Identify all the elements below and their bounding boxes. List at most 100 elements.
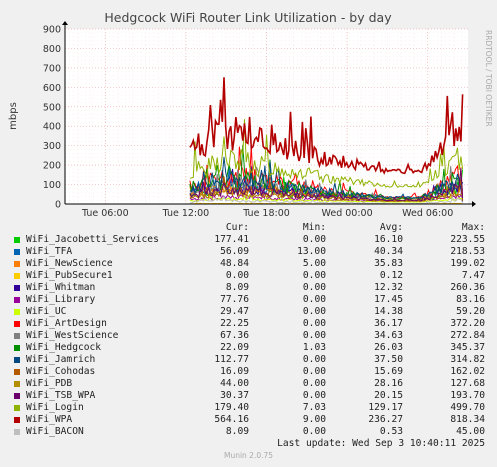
legend-series-name: WiFi_TSB_WPA (26, 390, 96, 401)
munin-version: Munin 2.0.75 (223, 451, 274, 460)
legend-swatch (14, 381, 20, 387)
legend-series-name: WiFi_Whitman (26, 282, 96, 293)
legend-min: 0.00 (302, 426, 326, 437)
legend-avg: 15.69 (374, 366, 403, 377)
legend-row: WiFi_WPA 564.16 9.00 236.27 818.34 (0, 414, 497, 426)
y-tick-label: 100 (43, 180, 61, 191)
legend-row: WiFi_Jacobetti_Services 177.41 0.00 16.10 22… (0, 234, 497, 246)
legend-row: WiFi_NewScience 48.84 5.00 35.83 199.02 (0, 258, 497, 270)
legend-min: 0.00 (302, 330, 326, 341)
legend-min: 0.00 (302, 270, 326, 281)
legend-swatch (14, 249, 20, 255)
legend-series-name: WiFi_WPA (26, 414, 73, 425)
y-axis-label: mbps (8, 102, 19, 130)
y-tick-label: 500 (43, 102, 61, 113)
legend-swatch (14, 333, 20, 339)
x-tick-label: Wed 06:00 (402, 208, 453, 219)
legend-swatch (14, 405, 20, 411)
legend-cur: 179.40 (214, 402, 249, 413)
legend-min: 0.00 (302, 306, 326, 317)
y-tick-label: 800 (43, 44, 61, 55)
legend-series-name: WiFi_Jamrich (26, 354, 96, 365)
legend-max: 272.84 (450, 330, 485, 341)
legend-swatch (14, 237, 20, 243)
legend-min: 0.00 (302, 366, 326, 377)
legend-cur: 22.09 (220, 342, 249, 353)
x-tick-label: Wed 00:00 (322, 208, 373, 219)
series-line-wifi-login (189, 119, 464, 189)
legend-row: WiFi_TFA 56.09 13.00 40.34 218.53 (0, 246, 497, 258)
legend-avg: 14.38 (374, 306, 403, 317)
legend-avg: 20.15 (374, 390, 403, 401)
legend-max: 45.00 (456, 426, 485, 437)
legend-cur: 77.76 (220, 294, 249, 305)
legend-row: WiFi_BACON 8.09 0.00 0.53 45.00 (0, 426, 497, 438)
legend-row: WiFi_ArtDesign 22.25 0.00 36.17 372.20 (0, 318, 497, 330)
legend-avg: 40.34 (374, 246, 403, 257)
legend-avg: 0.12 (379, 270, 403, 281)
legend-cur: 44.00 (220, 378, 249, 389)
legend-series-name: WiFi_BACON (26, 426, 84, 437)
legend-max: 314.82 (450, 354, 485, 365)
legend-max: 83.16 (456, 294, 485, 305)
last-update: Last update: Wed Sep 3 10:40:11 2025 (277, 438, 485, 449)
x-tick-label: Tue 12:00 (162, 208, 210, 219)
legend-max: 59.20 (456, 306, 485, 317)
y-tick-label: 700 (43, 63, 61, 74)
series-line-wifi-uc (189, 193, 463, 203)
legend-swatch (14, 309, 20, 315)
legend-series-name: WiFi_NewScience (26, 258, 113, 269)
legend-max: 372.20 (450, 318, 485, 329)
legend-swatch (14, 345, 20, 351)
legend-swatch (14, 285, 20, 291)
legend-avg: 236.27 (368, 414, 403, 425)
legend-avg: 36.17 (374, 318, 403, 329)
legend-max: 260.36 (450, 282, 485, 293)
legend-min: 1.03 (302, 342, 326, 353)
legend-series-name: WiFi_Cohodas (26, 366, 96, 377)
legend-header-avg: Avg: (379, 222, 403, 233)
legend-cur: 8.09 (225, 282, 249, 293)
legend-min: 0.00 (302, 318, 326, 329)
y-tick-label: 0 (55, 200, 61, 211)
y-tick-label: 200 (43, 161, 61, 172)
legend-avg: 16.10 (374, 234, 403, 245)
legend-row: WiFi_Library 77.76 0.00 17.45 83.16 (0, 294, 497, 306)
legend-avg: 37.50 (374, 354, 403, 365)
legend-min: 0.00 (302, 234, 326, 245)
legend-row: WiFi_UC 29.47 0.00 14.38 59.20 (0, 306, 497, 318)
legend-max: 345.37 (450, 342, 485, 353)
x-tick-label: Tue 18:00 (242, 208, 290, 219)
legend-avg: 26.03 (374, 342, 403, 353)
legend-series-name: WiFi_WestScience (26, 330, 119, 341)
legend-avg: 28.16 (374, 378, 403, 389)
x-tick-label: Tue 06:00 (81, 208, 129, 219)
legend-cur: 30.37 (220, 390, 249, 401)
legend-series-name: WiFi_Login (26, 402, 84, 413)
legend-swatch (14, 369, 20, 375)
legend-row: WiFi_PDB 44.00 0.00 28.16 127.68 (0, 378, 497, 390)
legend-swatch (14, 417, 20, 423)
legend-row: WiFi_Whitman 8.09 0.00 12.32 260.36 (0, 282, 497, 294)
legend-avg: 35.83 (374, 258, 403, 269)
y-axis-arrow (62, 21, 68, 25)
legend-row: WiFi_Jamrich 112.77 0.00 37.50 314.82 (0, 354, 497, 366)
legend-series-name: WiFi_TFA (26, 246, 73, 257)
legend-avg: 129.17 (368, 402, 403, 413)
legend-min: 0.00 (302, 354, 326, 365)
legend-series-name: WiFi_PDB (26, 378, 73, 389)
legend-cur: 8.09 (225, 426, 249, 437)
legend: Cur: Min: Avg: Max: WiFi_Jacobetti_Servi… (0, 222, 497, 438)
legend-max: 818.34 (450, 414, 485, 425)
legend-row: WiFi_PubSecure1 0.00 0.00 0.12 7.47 (0, 270, 497, 282)
legend-min: 9.00 (302, 414, 326, 425)
x-axis-arrow (472, 201, 476, 207)
legend-min: 0.00 (302, 390, 326, 401)
legend-swatch (14, 297, 20, 303)
legend-min: 5.00 (302, 258, 326, 269)
legend-series-name: WiFi_Jacobetti_Services (26, 234, 159, 245)
legend-avg: 0.53 (379, 426, 403, 437)
legend-row: WiFi_Hedgcock 22.09 1.03 26.03 345.37 (0, 342, 497, 354)
y-tick-label: 900 (43, 25, 61, 36)
rrdtool-credit: RRDTOOL / TOBI OETIKER (484, 30, 493, 127)
